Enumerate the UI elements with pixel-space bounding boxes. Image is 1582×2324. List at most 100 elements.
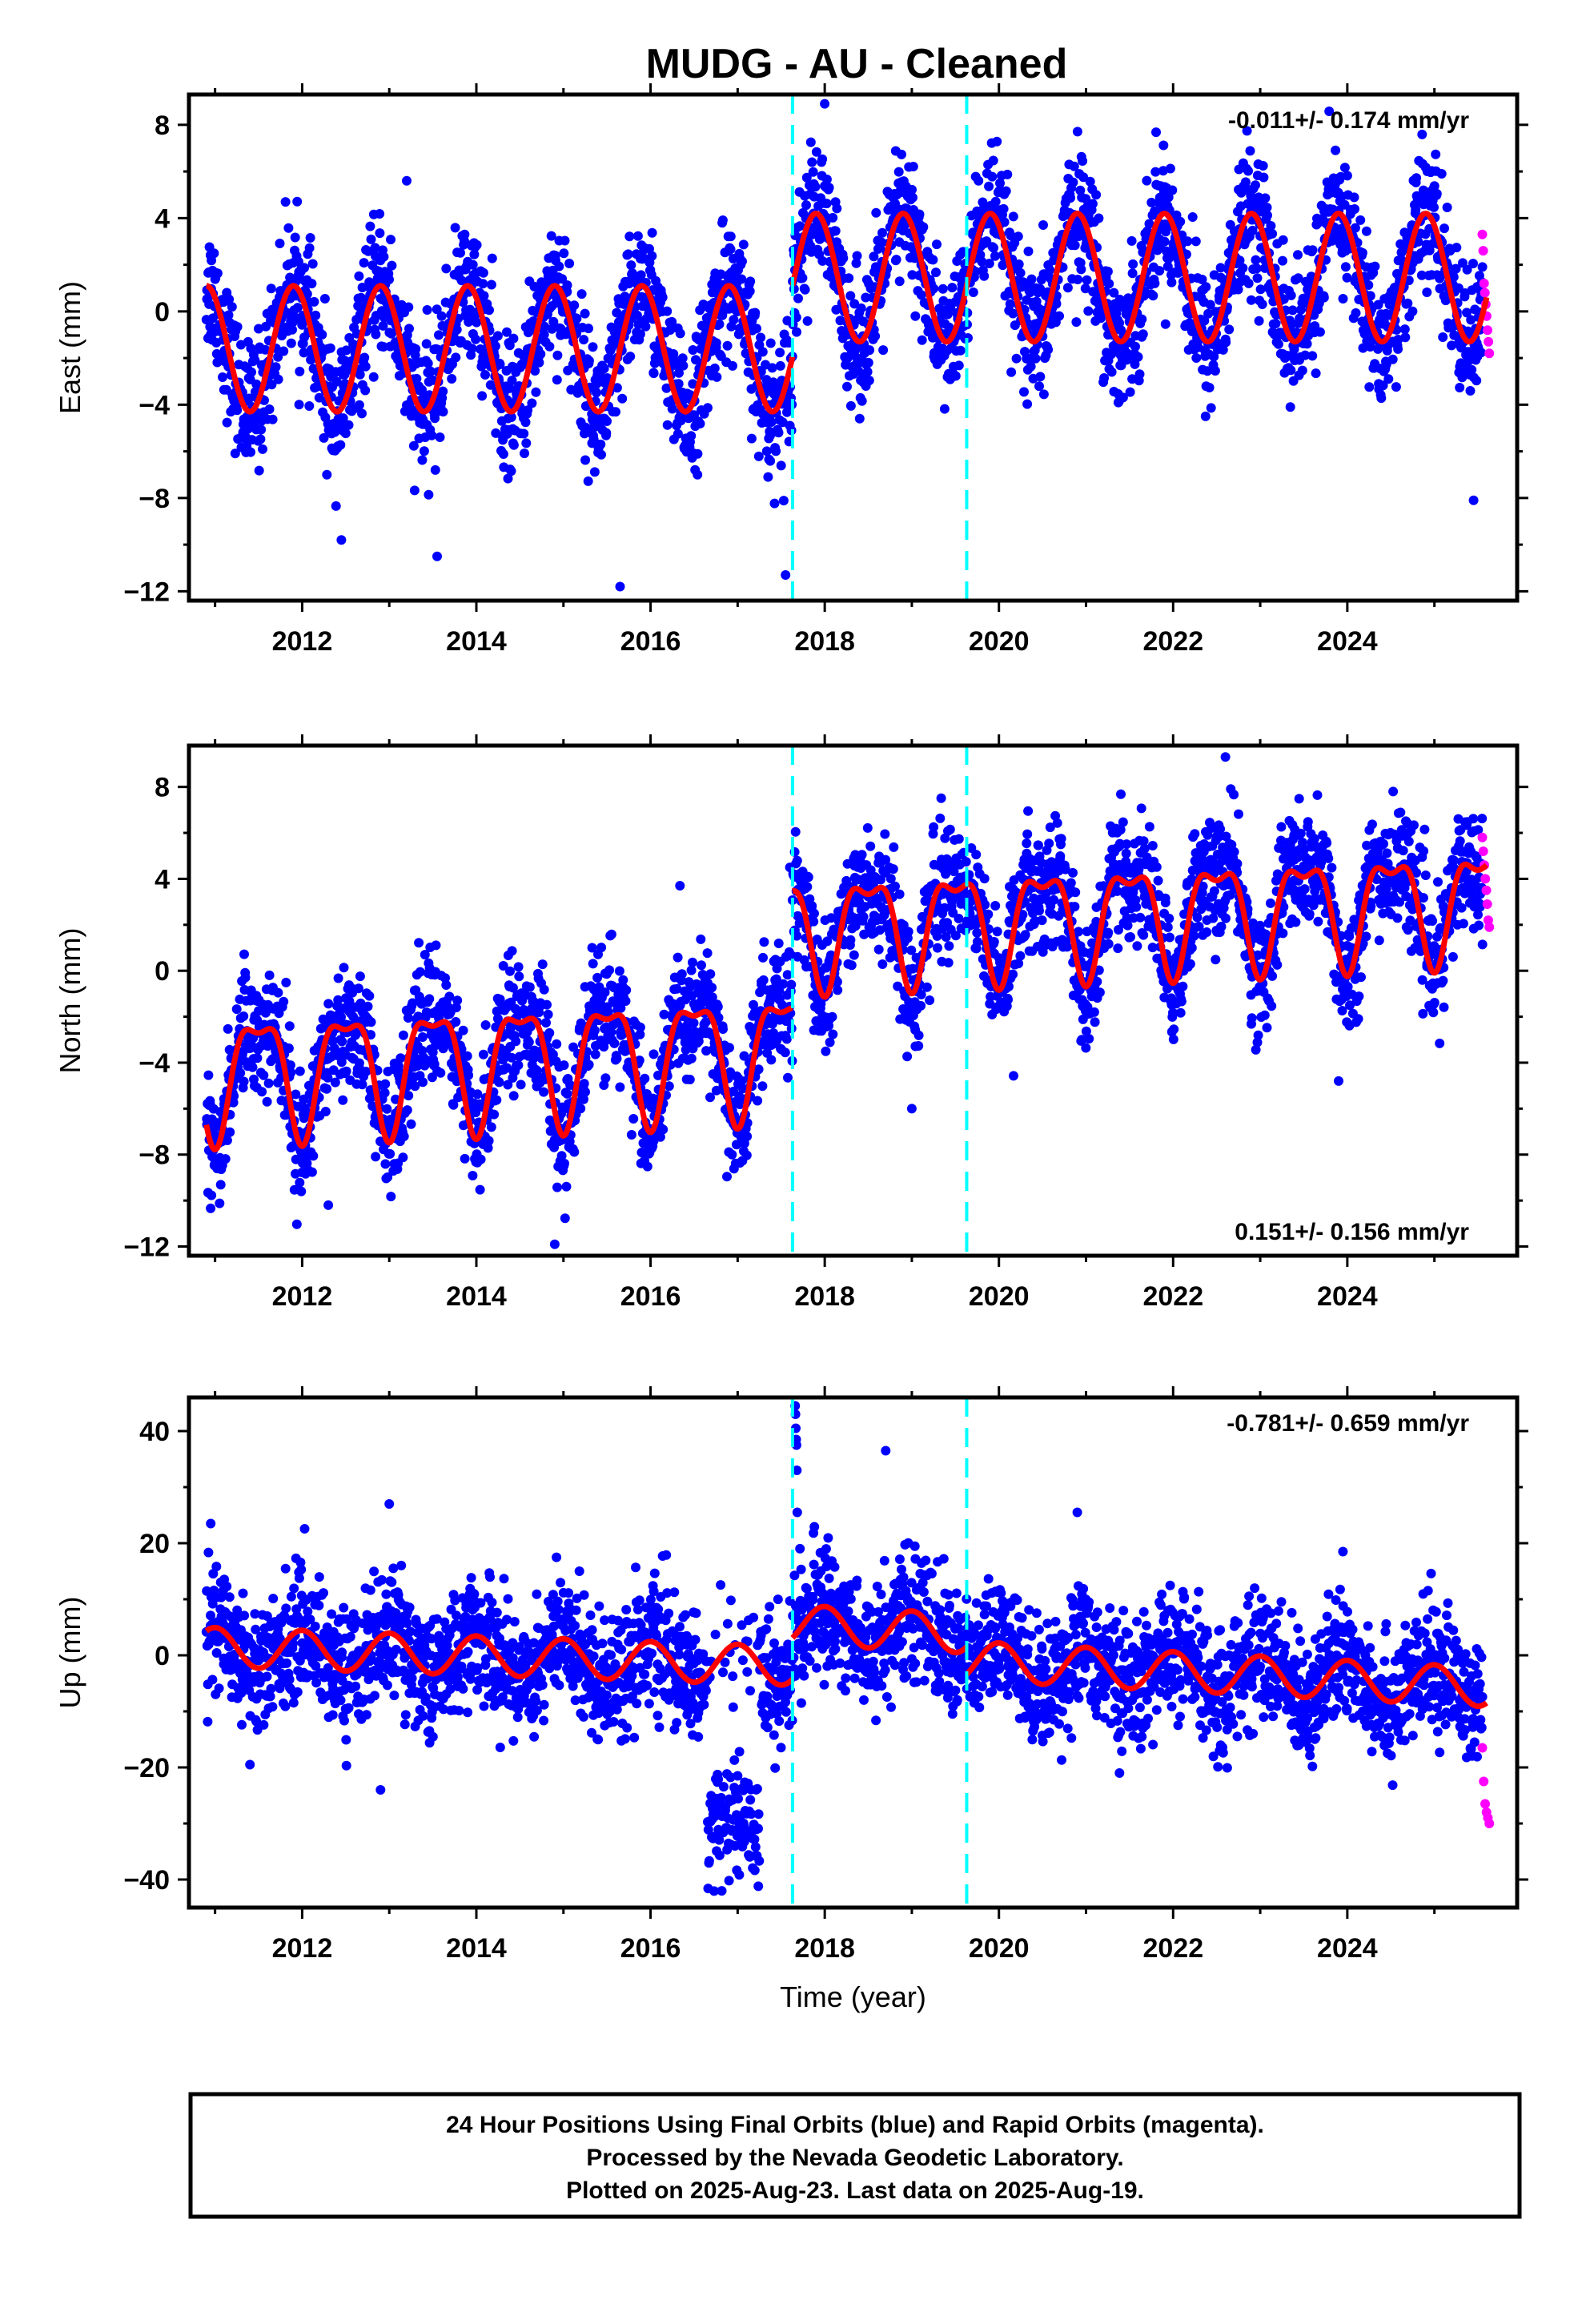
east-final-point xyxy=(266,283,276,294)
east-final-point xyxy=(564,259,575,268)
north-final-point xyxy=(273,987,283,998)
north-final-point xyxy=(284,1021,295,1031)
east-final-point xyxy=(336,535,347,545)
north-final-point xyxy=(366,1017,376,1027)
east-final-point xyxy=(424,489,434,500)
east-final-point xyxy=(562,280,572,291)
east-final-point xyxy=(469,249,480,259)
north-final-point xyxy=(713,1012,724,1023)
north-final-point xyxy=(579,1094,588,1104)
east-final-point xyxy=(777,417,788,428)
east-final-point xyxy=(828,212,838,223)
east-final-point xyxy=(246,447,255,457)
east-final-point xyxy=(1342,272,1352,283)
east-x-tick-label: 2018 xyxy=(794,626,855,657)
north-final-point xyxy=(737,1084,748,1094)
east-final-point xyxy=(331,376,342,387)
east-final-point xyxy=(302,289,312,300)
east-final-point xyxy=(451,352,461,363)
east-final-point xyxy=(343,420,354,430)
east-final-point xyxy=(612,308,622,318)
north-final-point xyxy=(877,959,888,969)
east-final-point xyxy=(1403,228,1413,239)
east-final-point xyxy=(838,253,849,263)
east-final-point xyxy=(279,346,289,356)
north-final-point xyxy=(296,1186,307,1196)
east-final-point xyxy=(1403,298,1413,308)
east-final-point xyxy=(1175,216,1186,227)
north-final-point xyxy=(498,961,508,971)
north-final-point xyxy=(561,1181,572,1192)
east-final-point xyxy=(554,261,564,271)
east-final-point xyxy=(1351,308,1361,318)
north-final-point xyxy=(215,1180,226,1190)
east-final-point xyxy=(527,398,537,408)
east-final-point xyxy=(441,263,452,274)
north-final-point xyxy=(628,1114,639,1124)
east-final-point xyxy=(447,374,457,384)
east-final-point xyxy=(1357,247,1367,258)
north-final-point xyxy=(604,965,615,975)
north-final-point xyxy=(828,1029,838,1039)
north-final-point xyxy=(727,1149,737,1160)
east-final-point xyxy=(1030,353,1041,364)
east-final-point xyxy=(1142,175,1152,186)
east-final-point xyxy=(256,424,267,435)
east-final-point xyxy=(464,317,474,327)
north-final-point xyxy=(215,1198,225,1208)
east-final-point xyxy=(1254,316,1264,326)
north-final-point xyxy=(569,1147,580,1157)
north-final-point xyxy=(363,1001,373,1011)
east-final-point xyxy=(624,231,635,242)
east-final-point xyxy=(589,467,600,477)
east-final-point xyxy=(801,172,812,183)
east-final-point xyxy=(338,413,348,424)
east-final-point xyxy=(865,345,875,356)
east-final-point xyxy=(1109,287,1119,298)
east-final-point xyxy=(432,304,442,315)
north-final-point xyxy=(239,949,249,959)
east-final-point xyxy=(1413,236,1423,247)
east-rate-label: -0.011+/- 0.174 mm/yr xyxy=(1228,107,1469,134)
east-final-point xyxy=(1393,344,1403,354)
east-final-point xyxy=(1158,166,1168,176)
east-final-point xyxy=(1279,294,1289,304)
east-final-point xyxy=(729,315,739,325)
east-final-point xyxy=(371,329,381,340)
east-final-point xyxy=(546,231,556,241)
east-final-point xyxy=(520,417,531,428)
east-final-point xyxy=(1462,264,1472,275)
east-final-point xyxy=(456,275,467,286)
east-final-point xyxy=(495,360,505,369)
north-final-point xyxy=(606,929,616,939)
east-final-point xyxy=(292,303,303,313)
east-final-point xyxy=(438,386,448,396)
east-final-point xyxy=(877,227,887,238)
east-final-point xyxy=(299,263,310,273)
east-final-point xyxy=(423,358,433,368)
north-final-point xyxy=(478,1049,488,1059)
east-final-point xyxy=(725,244,736,255)
north-final-point xyxy=(235,1068,246,1078)
east-final-point xyxy=(1302,339,1312,349)
east-final-point xyxy=(632,231,643,241)
east-final-point xyxy=(979,271,990,281)
east-final-point xyxy=(1011,353,1022,364)
east-final-point xyxy=(384,275,394,284)
east-final-point xyxy=(1350,223,1360,233)
east-final-point xyxy=(559,248,569,259)
north-final-point xyxy=(240,972,251,983)
east-final-point xyxy=(802,316,813,326)
east-final-point xyxy=(1442,203,1452,212)
north-final-point xyxy=(771,974,781,984)
north-final-point xyxy=(741,1150,752,1160)
north-final-point xyxy=(675,881,685,891)
east-final-point xyxy=(1127,268,1138,279)
east-final-point xyxy=(1331,145,1341,155)
north-final-point xyxy=(286,1068,296,1078)
east-final-point xyxy=(478,279,488,289)
north-final-point xyxy=(701,1017,711,1027)
north-final-point xyxy=(330,1077,340,1088)
east-final-point xyxy=(1008,211,1018,222)
north-final-point xyxy=(821,1046,831,1056)
